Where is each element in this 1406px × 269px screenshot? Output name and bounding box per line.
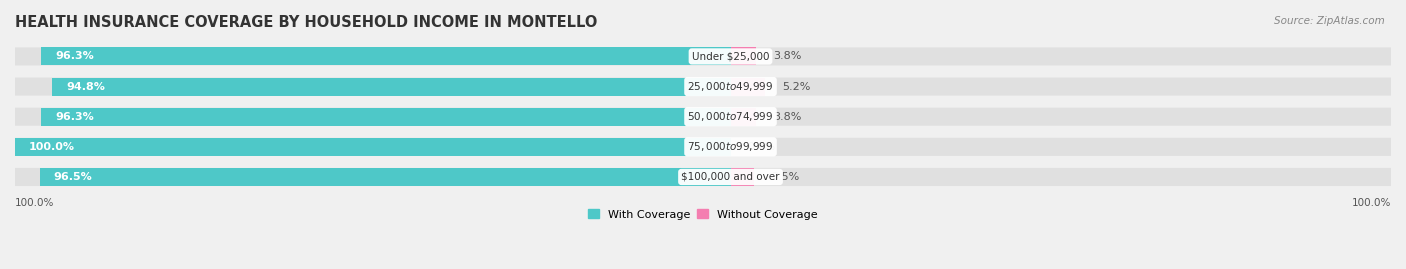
Legend: With Coverage, Without Coverage: With Coverage, Without Coverage [586, 207, 820, 222]
FancyBboxPatch shape [731, 108, 1391, 126]
Text: 96.3%: 96.3% [55, 112, 94, 122]
Text: Under $25,000: Under $25,000 [692, 51, 769, 61]
FancyBboxPatch shape [731, 47, 1391, 65]
Text: 0.0%: 0.0% [748, 142, 776, 152]
Text: $50,000 to $74,999: $50,000 to $74,999 [688, 110, 773, 123]
Text: $100,000 and over: $100,000 and over [682, 172, 780, 182]
Text: 96.5%: 96.5% [53, 172, 93, 182]
Bar [731, 108, 755, 126]
Bar [41, 108, 731, 126]
FancyBboxPatch shape [15, 138, 731, 156]
Bar [41, 47, 731, 65]
Bar [15, 138, 731, 156]
Text: 5.2%: 5.2% [782, 82, 810, 91]
Text: 3.8%: 3.8% [773, 51, 801, 61]
Bar [39, 168, 731, 186]
Text: 96.3%: 96.3% [55, 51, 94, 61]
FancyBboxPatch shape [731, 168, 1391, 186]
Text: 3.5%: 3.5% [770, 172, 799, 182]
Text: 94.8%: 94.8% [66, 82, 105, 91]
FancyBboxPatch shape [731, 77, 1391, 95]
Bar [731, 77, 765, 95]
FancyBboxPatch shape [15, 108, 731, 126]
FancyBboxPatch shape [731, 138, 1391, 156]
Text: $25,000 to $49,999: $25,000 to $49,999 [688, 80, 773, 93]
Bar [731, 47, 755, 65]
FancyBboxPatch shape [15, 47, 731, 65]
FancyBboxPatch shape [15, 168, 731, 186]
Text: 3.8%: 3.8% [773, 112, 801, 122]
Text: 100.0%: 100.0% [15, 198, 55, 208]
Bar [52, 77, 731, 95]
FancyBboxPatch shape [15, 77, 731, 95]
Text: $75,000 to $99,999: $75,000 to $99,999 [688, 140, 773, 153]
Text: 100.0%: 100.0% [28, 142, 75, 152]
Text: 100.0%: 100.0% [1351, 198, 1391, 208]
Text: Source: ZipAtlas.com: Source: ZipAtlas.com [1274, 16, 1385, 26]
Text: HEALTH INSURANCE COVERAGE BY HOUSEHOLD INCOME IN MONTELLO: HEALTH INSURANCE COVERAGE BY HOUSEHOLD I… [15, 15, 598, 30]
Bar [731, 168, 754, 186]
